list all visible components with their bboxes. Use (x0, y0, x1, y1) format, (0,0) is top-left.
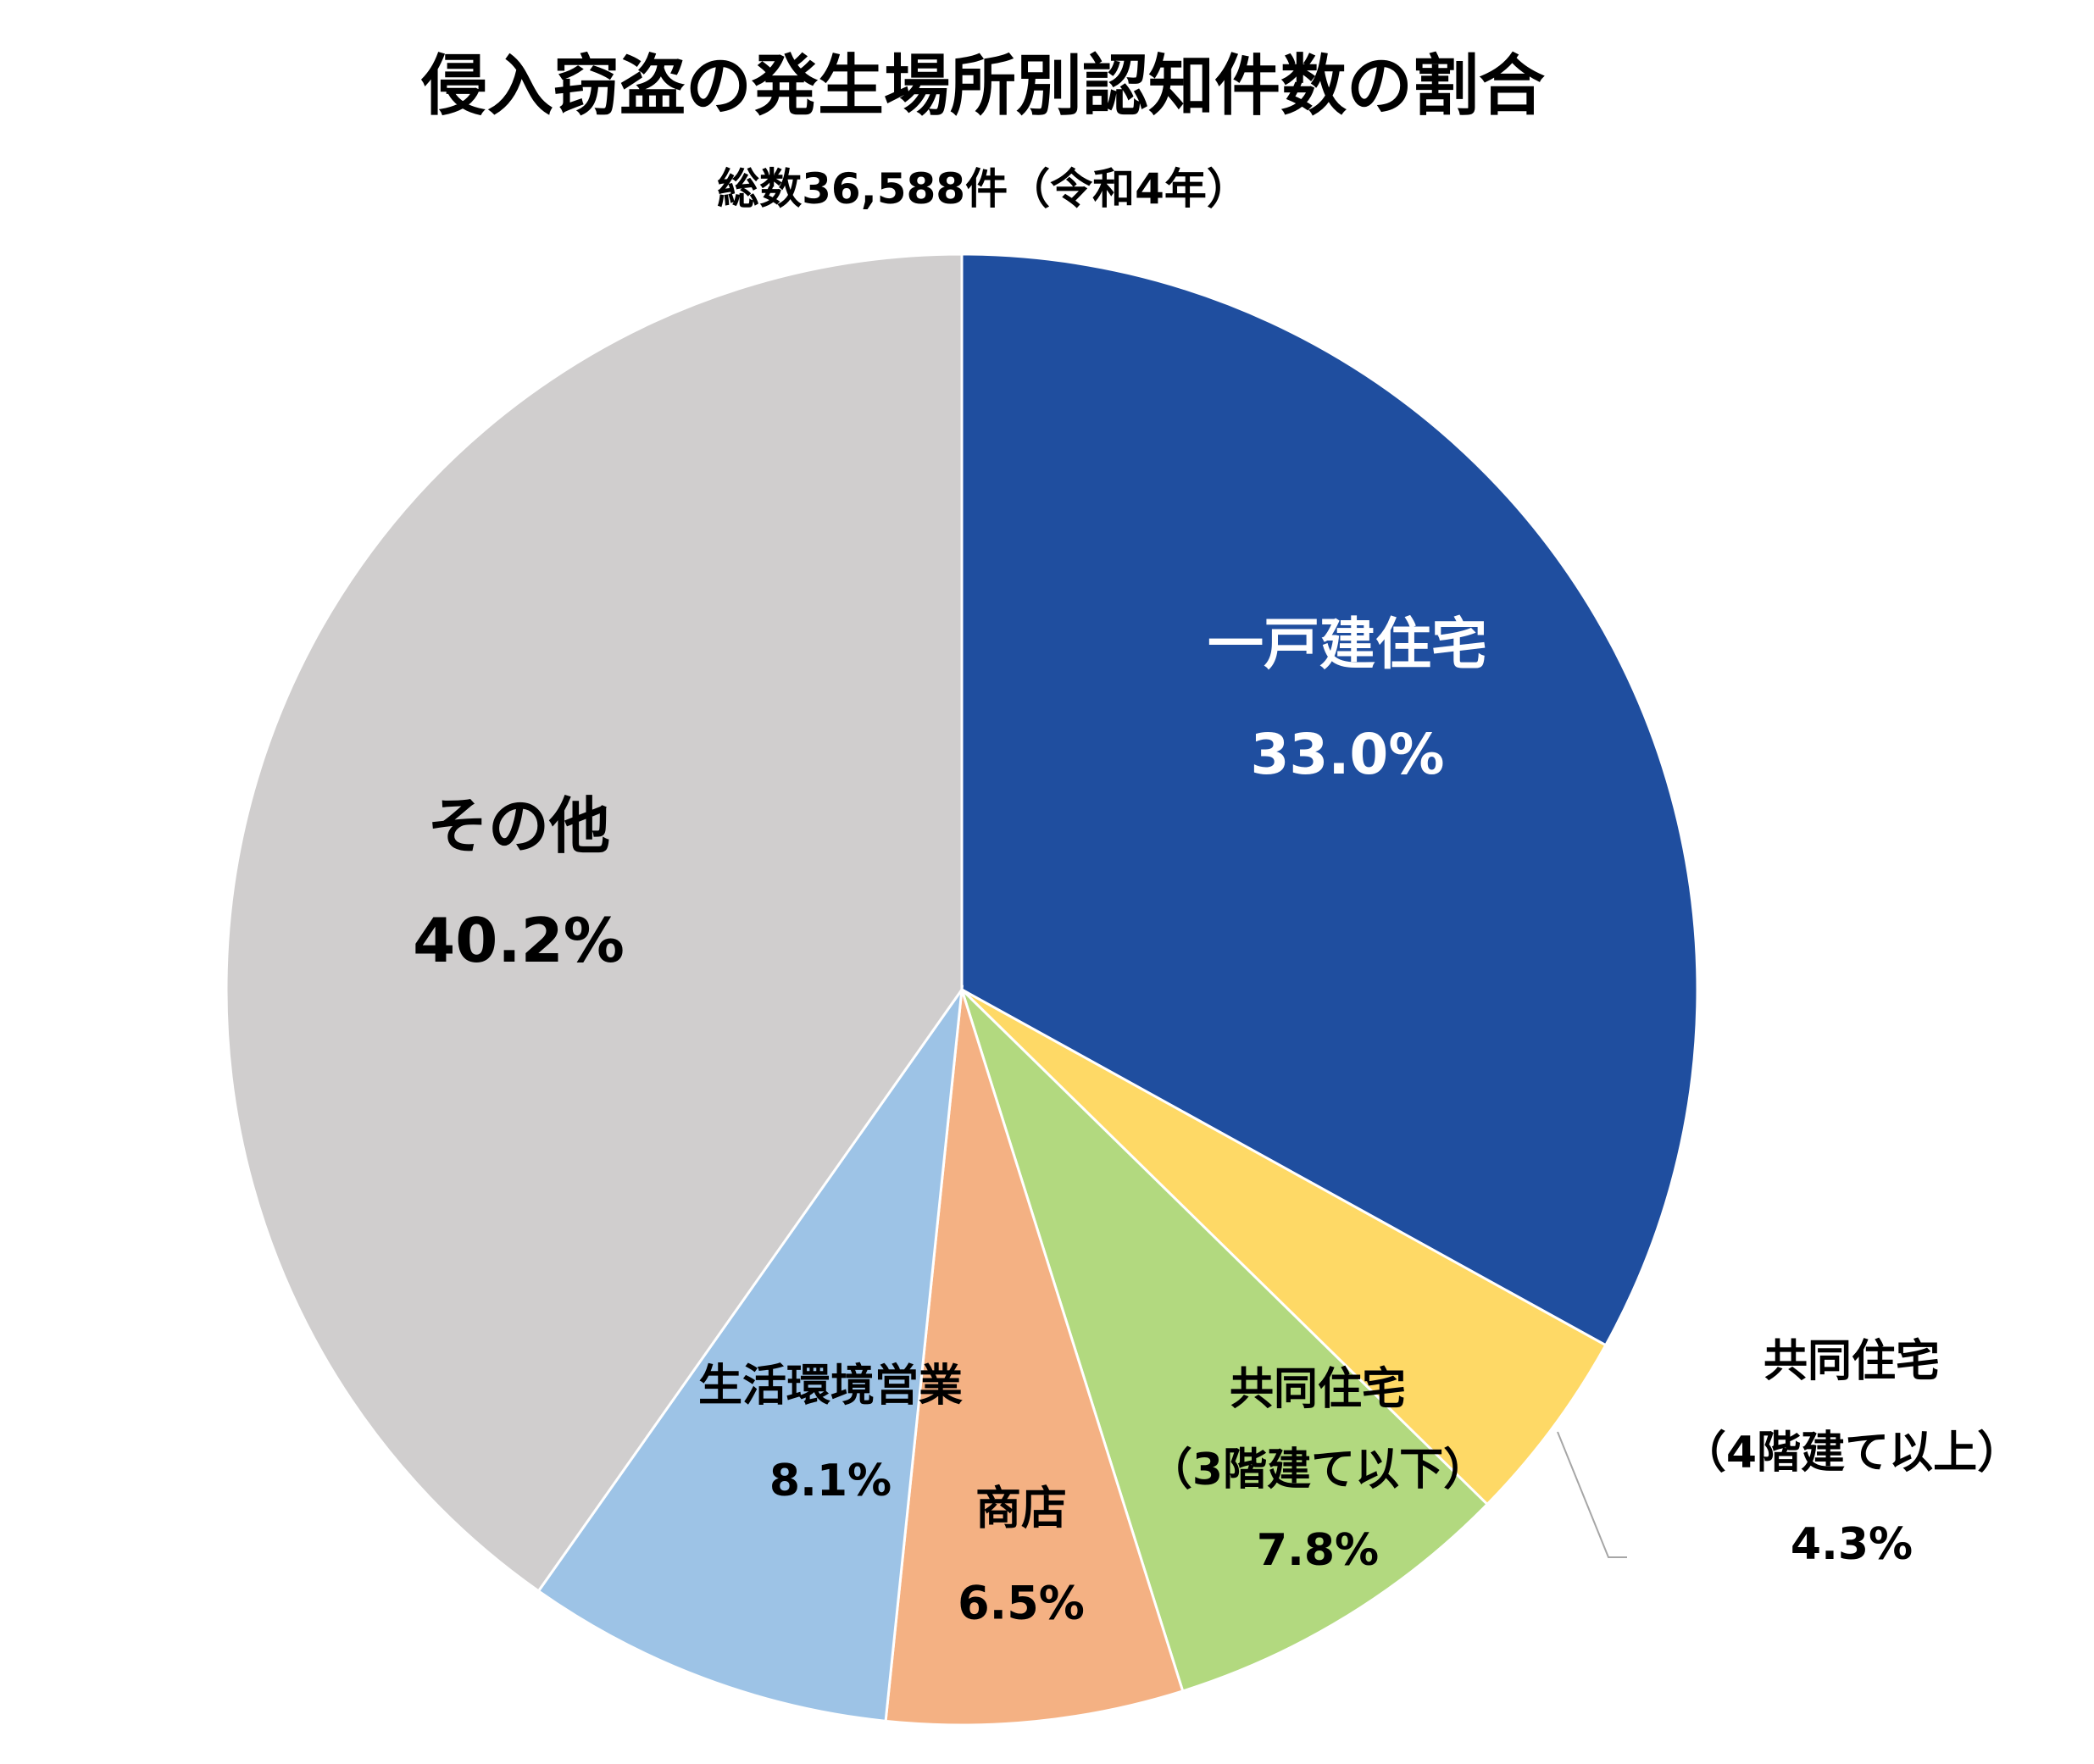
slice-category-label: その他 (427, 790, 610, 862)
pie-slice (960, 252, 1699, 1347)
slice-category-label: 一戸建住宅 (1208, 612, 1487, 677)
pie-slice-label: 生活環境営業 8.1% (698, 1361, 963, 1506)
pie-slice (960, 988, 1608, 1506)
pie-slice-label: 共同住宅 （3階建て以下） 7.8% (1148, 1364, 1487, 1576)
slice-value-label: 8.1% (769, 1456, 891, 1506)
slice-category-label: 生活環境営業 (698, 1361, 963, 1412)
slice-category-label: （4階建て以上） (1682, 1428, 2021, 1478)
slice-value-label: 33.0% (1251, 722, 1445, 787)
pie-slice (225, 252, 964, 1593)
pie-labels: 一戸建住宅 33.0% 共同住宅 （4階建て以上） 4.3% 共同住宅 （3階建て以下） 7.… (413, 612, 2021, 1630)
pie-callouts (1557, 1431, 1627, 1558)
slice-category-label: 商店 (975, 1482, 1067, 1535)
callout-leader-line (1557, 1431, 1627, 1558)
chart-title: 侵入窃盗の発生場所別認知件数の割合 (420, 48, 1545, 125)
pie-slice-label: 共同住宅 （4階建て以上） 4.3% (1682, 1336, 2021, 1570)
pie-slice-label: 商店 6.5% (958, 1482, 1085, 1630)
slice-value-label: 6.5% (958, 1577, 1085, 1630)
slice-value-label: 7.8% (1257, 1525, 1379, 1576)
pie-slice-label: 一戸建住宅 33.0% (1208, 612, 1487, 787)
pie-slice (536, 985, 964, 1722)
slice-category-label: 共同住宅 (1230, 1364, 1406, 1415)
pie-slice (884, 989, 1185, 1727)
pie-slices (225, 252, 1699, 1727)
chart-subtitle: 総数36,588件（令和4年） (717, 164, 1249, 214)
pie-slice (960, 988, 1490, 1693)
slice-value-label: 40.2% (413, 905, 625, 976)
slice-value-label: 4.3% (1791, 1519, 1913, 1570)
slice-category-label: （3階建て以下） (1148, 1445, 1487, 1495)
slice-category-label: 共同住宅 (1764, 1336, 1940, 1387)
pie-slice-label: その他 40.2% (413, 790, 625, 976)
